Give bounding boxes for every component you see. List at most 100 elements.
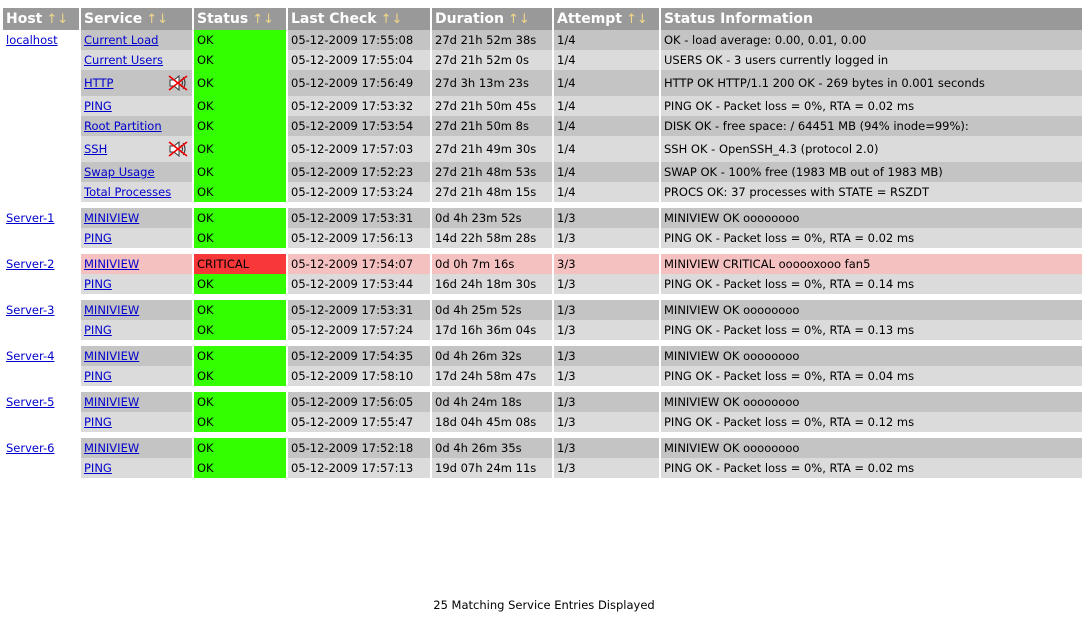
- column-header-service: Service ↑↓: [81, 8, 192, 30]
- service-link[interactable]: MINIVIEW: [84, 211, 140, 225]
- sort-arrows-icon[interactable]: ↑↓: [626, 12, 648, 27]
- service-link[interactable]: Total Processes: [84, 185, 172, 199]
- last-check-cell: 05-12-2009 17:57:24: [288, 320, 430, 340]
- service-cell: HTTP: [81, 70, 192, 96]
- service-link[interactable]: PING: [84, 323, 112, 337]
- spacer-cell: [3, 340, 1082, 346]
- sort-arrows-icon[interactable]: ↑↓: [508, 12, 530, 27]
- table-row: Server-1 MINIVIEW OK 05-12-2009 17:53:31 0d …: [3, 208, 1082, 228]
- service-cell-content: PING: [84, 277, 189, 291]
- status-information-cell: MINIVIEW OK oooooooo: [661, 346, 1082, 366]
- host-link[interactable]: Server-6: [6, 441, 55, 455]
- table-row: PING OK 05-12-2009 17:53:32 27d 21h 50m 45s…: [3, 96, 1082, 116]
- sort-arrows-icon[interactable]: ↑↓: [252, 12, 275, 27]
- sort-arrows-icon[interactable]: ↑↓: [46, 12, 69, 27]
- duration-cell: 17d 24h 58m 47s: [432, 366, 552, 386]
- last-check-cell: 05-12-2009 17:53:32: [288, 96, 430, 116]
- group-spacer: [3, 432, 1082, 438]
- column-header-label: Last Check: [291, 11, 377, 27]
- table-row: Current Users OK 05-12-2009 17:55:04 27d 21…: [3, 50, 1082, 70]
- service-cell: PING: [81, 274, 192, 294]
- table-row: PING OK 05-12-2009 17:57:13 19d 07h 24m 11s…: [3, 458, 1082, 478]
- attempt-cell: 1/3: [554, 458, 659, 478]
- service-link[interactable]: Current Users: [84, 53, 164, 67]
- last-check-cell: 05-12-2009 17:55:04: [288, 50, 430, 70]
- service-cell: MINIVIEW: [81, 300, 192, 320]
- service-cell: PING: [81, 228, 192, 248]
- notifications-disabled-icon: [168, 140, 188, 158]
- service-cell-content: PING: [84, 415, 189, 429]
- status-badge: OK: [194, 228, 286, 248]
- table-row: PING OK 05-12-2009 17:55:47 18d 04h 45m 08s…: [3, 412, 1082, 432]
- status-information-cell: PING OK - Packet loss = 0%, RTA = 0.13 m…: [661, 320, 1082, 340]
- host-link[interactable]: Server-5: [6, 395, 55, 409]
- column-header-label: Host: [6, 11, 43, 27]
- service-cell: PING: [81, 412, 192, 432]
- service-cell: PING: [81, 366, 192, 386]
- host-link[interactable]: Server-1: [6, 211, 55, 225]
- table-row: PING OK 05-12-2009 17:57:24 17d 16h 36m 04s…: [3, 320, 1082, 340]
- host-link[interactable]: Server-2: [6, 257, 55, 271]
- status-badge: OK: [194, 300, 286, 320]
- last-check-cell: 05-12-2009 17:56:49: [288, 70, 430, 96]
- host-link[interactable]: localhost: [6, 33, 58, 47]
- group-spacer: [3, 202, 1082, 208]
- duration-cell: 16d 24h 18m 30s: [432, 274, 552, 294]
- host-cell: [3, 96, 79, 116]
- status-badge: OK: [194, 320, 286, 340]
- status-badge: OK: [194, 346, 286, 366]
- sort-arrows-icon[interactable]: ↑↓: [146, 12, 168, 27]
- status-information-cell: PING OK - Packet loss = 0%, RTA = 0.02 m…: [661, 228, 1082, 248]
- service-link[interactable]: Root Partition: [84, 119, 162, 133]
- service-link[interactable]: MINIVIEW: [84, 257, 140, 271]
- duration-cell: 27d 21h 52m 38s: [432, 30, 552, 50]
- host-cell: [3, 182, 79, 202]
- service-link[interactable]: Swap Usage: [84, 165, 155, 179]
- sort-arrows-icon[interactable]: ↑↓: [380, 12, 403, 27]
- group-spacer: [3, 386, 1082, 392]
- host-link[interactable]: Server-4: [6, 349, 55, 363]
- service-link[interactable]: PING: [84, 461, 112, 475]
- service-link[interactable]: PING: [84, 231, 112, 245]
- service-link[interactable]: MINIVIEW: [84, 441, 140, 455]
- service-link[interactable]: PING: [84, 99, 112, 113]
- table-row: Total Processes OK 05-12-2009 17:53:24 27d …: [3, 182, 1082, 202]
- status-information-cell: MINIVIEW CRITICAL oooooxooo fan5: [661, 254, 1082, 274]
- service-link[interactable]: PING: [84, 277, 112, 291]
- column-header-status: Status ↑↓: [194, 8, 286, 30]
- status-information-cell: PING OK - Packet loss = 0%, RTA = 0.12 m…: [661, 412, 1082, 432]
- status-information-cell: PING OK - Packet loss = 0%, RTA = 0.14 m…: [661, 274, 1082, 294]
- column-header-label: Duration: [435, 11, 505, 27]
- service-link[interactable]: MINIVIEW: [84, 395, 140, 409]
- status-information-cell: PING OK - Packet loss = 0%, RTA = 0.04 m…: [661, 366, 1082, 386]
- service-cell: Current Users: [81, 50, 192, 70]
- service-cell-content: MINIVIEW: [84, 211, 189, 225]
- attempt-cell: 1/4: [554, 182, 659, 202]
- status-information-cell: PING OK - Packet loss = 0%, RTA = 0.02 m…: [661, 458, 1082, 478]
- status-badge: OK: [194, 412, 286, 432]
- status-badge: OK: [194, 208, 286, 228]
- status-badge: OK: [194, 70, 286, 96]
- service-link[interactable]: PING: [84, 369, 112, 383]
- service-link[interactable]: PING: [84, 415, 112, 429]
- service-link[interactable]: MINIVIEW: [84, 349, 140, 363]
- service-link[interactable]: SSH: [84, 142, 108, 156]
- status-information-cell: MINIVIEW OK oooooooo: [661, 208, 1082, 228]
- table-row: PING OK 05-12-2009 17:53:44 16d 24h 18m 30s…: [3, 274, 1082, 294]
- status-badge: OK: [194, 96, 286, 116]
- service-cell-content: Root Partition: [84, 119, 189, 133]
- host-link[interactable]: Server-3: [6, 303, 55, 317]
- duration-cell: 0d 4h 24m 18s: [432, 392, 552, 412]
- table-row: HTTP OK 05-12-2009 17:56:49 27d 3h 13m 23s 1…: [3, 70, 1082, 96]
- host-cell: localhost: [3, 30, 79, 50]
- attempt-cell: 1/4: [554, 136, 659, 162]
- last-check-cell: 05-12-2009 17:53:24: [288, 182, 430, 202]
- service-cell: Swap Usage: [81, 162, 192, 182]
- host-cell: [3, 412, 79, 432]
- host-cell: Server-5: [3, 392, 79, 412]
- service-link[interactable]: Current Load: [84, 33, 159, 47]
- service-cell: SSH: [81, 136, 192, 162]
- service-link[interactable]: HTTP: [84, 76, 114, 90]
- service-link[interactable]: MINIVIEW: [84, 303, 140, 317]
- status-badge: OK: [194, 116, 286, 136]
